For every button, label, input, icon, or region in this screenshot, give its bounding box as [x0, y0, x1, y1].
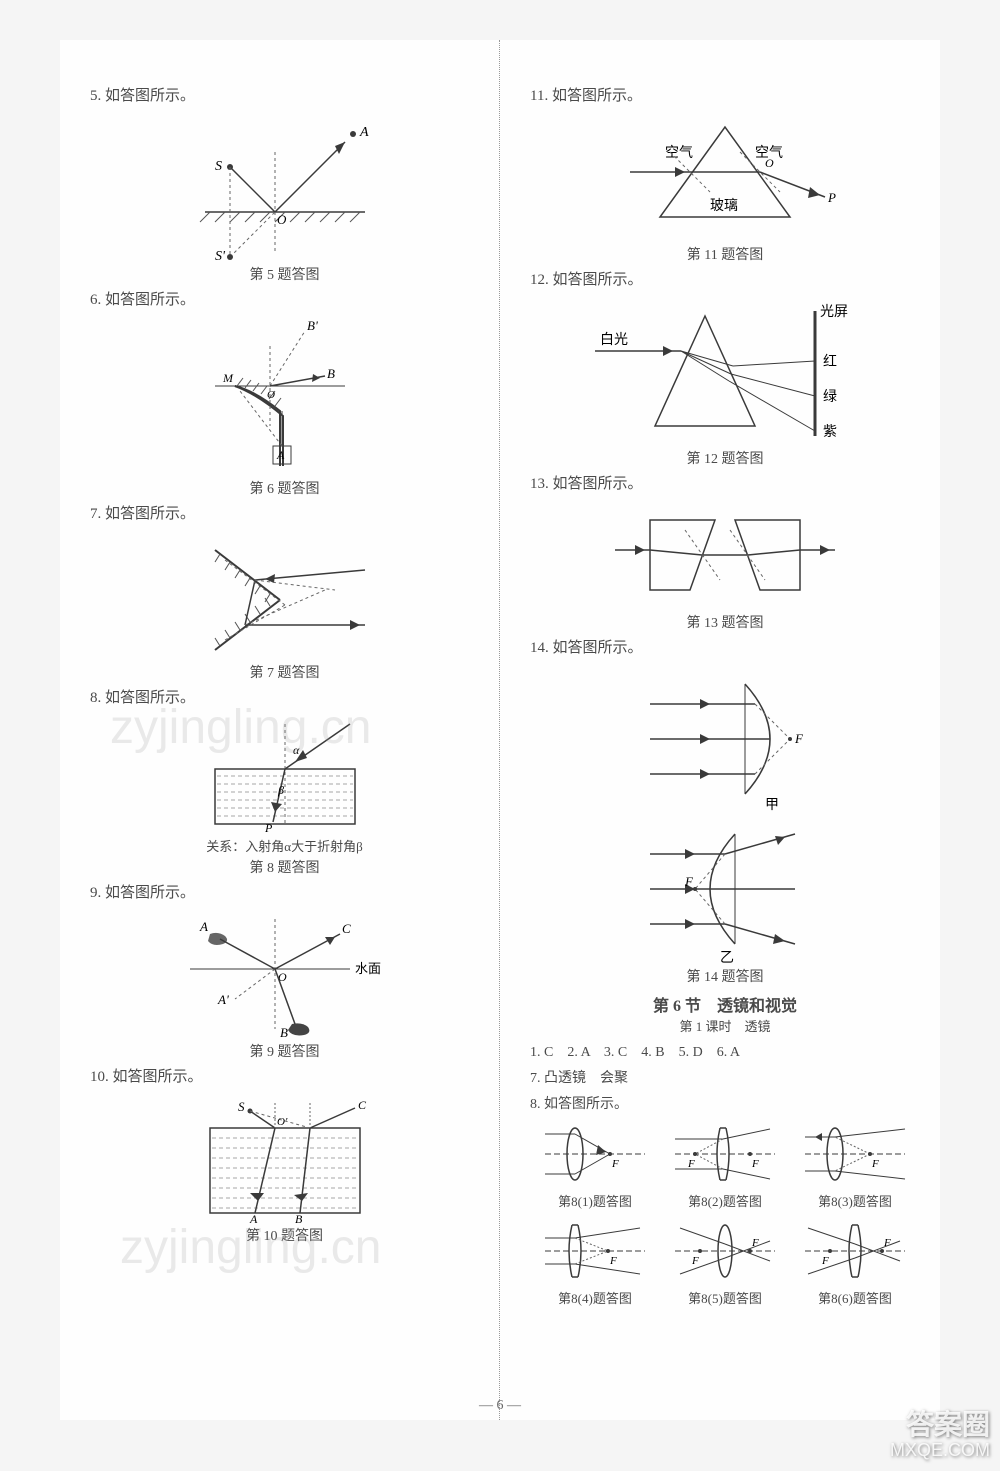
- section6-title: 第 6 节 透镜和视觉: [530, 992, 920, 1016]
- lens-caption-2: 第8(2)题答图: [670, 1191, 780, 1210]
- svg-text:A: A: [359, 125, 369, 140]
- page-container: 5. 如答图所示。 S A: [60, 40, 940, 1420]
- corner-watermark: 答案圈 MXQE.COM: [890, 1410, 990, 1461]
- q10-text: 10. 如答图所示。: [90, 1065, 479, 1089]
- section6-subtitle: 第 1 课时 透镜: [530, 1016, 920, 1035]
- svg-text:甲: 甲: [765, 798, 779, 813]
- q10-caption: 第 10 题答图: [90, 1225, 479, 1245]
- svg-text:F: F: [609, 1255, 617, 1267]
- svg-text:F: F: [821, 1255, 829, 1267]
- section6-answers3: 8. 如答图所示。: [530, 1093, 920, 1113]
- q7-figure: 第 7 题答图: [90, 530, 479, 682]
- svg-text:F: F: [751, 1158, 759, 1170]
- svg-text:S: S: [215, 159, 222, 174]
- svg-text:水面: 水面: [355, 961, 381, 976]
- svg-text:S': S': [215, 249, 226, 262]
- svg-text:A: A: [276, 448, 285, 462]
- lens-caption-6: 第8(6)题答图: [800, 1288, 910, 1307]
- q5-caption: 第 5 题答图: [90, 264, 479, 284]
- q6-figure: A B' B M O 第 6 题答图: [90, 316, 479, 498]
- q7-text: 7. 如答图所示。: [90, 502, 479, 526]
- svg-text:光屏: 光屏: [820, 304, 848, 320]
- lens-caption-1: 第8(1)题答图: [540, 1191, 650, 1210]
- svg-text:F: F: [751, 1237, 759, 1249]
- svg-text:P: P: [827, 190, 836, 205]
- q8-text: 8. 如答图所示。: [90, 686, 479, 710]
- q13-text: 13. 如答图所示。: [530, 472, 920, 496]
- svg-text:O: O: [267, 389, 275, 401]
- svg-text:O: O: [277, 212, 287, 227]
- svg-text:F: F: [691, 1255, 699, 1267]
- q12-text: 12. 如答图所示。: [530, 268, 920, 292]
- svg-text:B: B: [295, 1212, 303, 1223]
- q9-text: 9. 如答图所示。: [90, 881, 479, 905]
- left-column: 5. 如答图所示。 S A: [60, 40, 500, 1420]
- svg-text:B: B: [280, 1025, 288, 1039]
- svg-text:A: A: [249, 1212, 258, 1223]
- svg-text:B: B: [327, 366, 335, 381]
- q11-caption: 第 11 题答图: [530, 244, 920, 264]
- svg-text:F: F: [883, 1237, 891, 1249]
- svg-text:紫: 紫: [823, 424, 837, 440]
- svg-text:O: O: [765, 156, 774, 170]
- svg-text:绿: 绿: [823, 389, 837, 405]
- svg-text:红: 红: [823, 354, 837, 370]
- q6-text: 6. 如答图所示。: [90, 288, 479, 312]
- page-number: — 6 —: [479, 1398, 521, 1414]
- svg-text:乙: 乙: [720, 950, 734, 964]
- q11-figure: 空气 空气 玻璃 O P 第 11 题答图: [530, 112, 920, 264]
- q14-text: 14. 如答图所示。: [530, 636, 920, 660]
- svg-text:A': A': [217, 992, 229, 1007]
- q9-figure: 水面 O A C A' B 第 9 题答图: [90, 909, 479, 1061]
- q13-figure: 第 13 题答图: [530, 500, 920, 632]
- q14-figure: F 甲 F 乙 第 14 题: [530, 664, 920, 986]
- q11-text: 11. 如答图所示。: [530, 84, 920, 108]
- svg-text:F: F: [687, 1158, 695, 1170]
- svg-text:S: S: [238, 1099, 245, 1114]
- svg-text:F: F: [684, 874, 694, 889]
- q8-figure: α β P 关系：入射角α大于折射角β 第 8 题答图: [90, 714, 479, 877]
- svg-text:C: C: [358, 1098, 367, 1112]
- lens-row-2: F 第8(4)题答图 F F 第8(5)题答图: [530, 1216, 920, 1307]
- svg-text:O': O': [277, 1116, 288, 1128]
- q9-caption: 第 9 题答图: [90, 1041, 479, 1061]
- svg-text:F: F: [611, 1158, 619, 1170]
- q10-figure: S A B C O' 第 10 题答图: [90, 1093, 479, 1245]
- section6-answers1: 1. C 2. A 3. C 4. B 5. D 6. A: [530, 1041, 920, 1061]
- svg-text:M: M: [222, 371, 234, 385]
- svg-text:白光: 白光: [600, 332, 628, 348]
- lens-row-1: F 第8(1)题答图 F F: [530, 1119, 920, 1210]
- svg-text:B': B': [307, 318, 318, 333]
- section6-answers2: 7. 凸透镜 会聚: [530, 1067, 920, 1087]
- svg-text:玻璃: 玻璃: [710, 197, 738, 214]
- q8-caption: 第 8 题答图: [90, 857, 479, 877]
- q5-text: 5. 如答图所示。: [90, 84, 479, 108]
- svg-text:空气: 空气: [665, 145, 693, 161]
- svg-text:C: C: [342, 921, 351, 936]
- svg-text:β: β: [277, 783, 284, 797]
- lens-caption-3: 第8(3)题答图: [800, 1191, 910, 1210]
- svg-text:F: F: [871, 1158, 879, 1170]
- q13-caption: 第 13 题答图: [530, 612, 920, 632]
- q5-figure: S A S' O 第 5 题答图: [90, 112, 479, 284]
- corner-watermark-top: 答案圈: [890, 1410, 990, 1441]
- svg-text:A: A: [199, 919, 208, 934]
- q6-caption: 第 6 题答图: [90, 478, 479, 498]
- svg-text:α: α: [293, 743, 300, 757]
- q14-caption: 第 14 题答图: [530, 966, 920, 986]
- q12-figure: 白光 光屏 红 绿 紫 第 12 题答图: [530, 296, 920, 468]
- q12-caption: 第 12 题答图: [530, 448, 920, 468]
- q8-note: 关系：入射角α大于折射角β: [90, 836, 479, 855]
- svg-text:P: P: [264, 821, 273, 834]
- corner-watermark-bottom: MXQE.COM: [890, 1441, 990, 1461]
- lens-caption-5: 第8(5)题答图: [670, 1288, 780, 1307]
- svg-text:F: F: [794, 731, 804, 746]
- lens-caption-4: 第8(4)题答图: [540, 1288, 650, 1307]
- right-column: 11. 如答图所示。 空气 空气 玻璃 O P 第 11 题答图 12. 如答图…: [500, 40, 940, 1420]
- q7-caption: 第 7 题答图: [90, 662, 479, 682]
